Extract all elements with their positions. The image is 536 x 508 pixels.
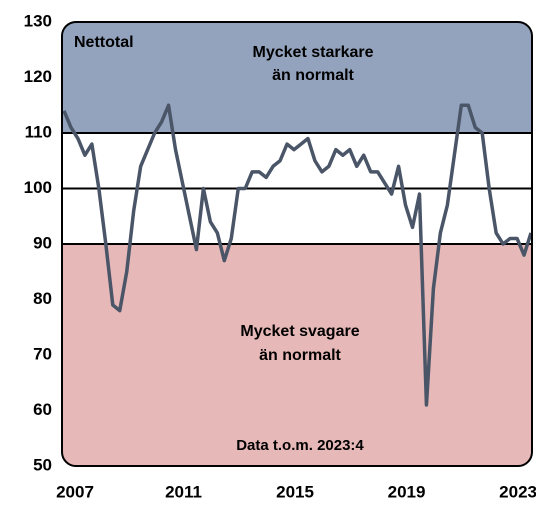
annotation: än normalt [272, 67, 354, 84]
x-tick-label: 2023 [499, 482, 536, 501]
plot-area [62, 22, 532, 466]
annotation: Nettotal [74, 34, 134, 51]
x-tick-label: 2007 [56, 482, 94, 501]
y-tick-label: 50 [33, 455, 52, 474]
y-tick-label: 90 [33, 233, 52, 252]
y-tick-label: 130 [24, 11, 52, 30]
line [62, 103, 532, 407]
plot-border [61, 21, 533, 467]
x-tick-label: 2019 [388, 482, 426, 501]
y-tick-label: 110 [25, 122, 52, 141]
y-tick-label: 80 [33, 289, 52, 308]
annotation: Data t.o.m. 2023:4 [236, 437, 364, 454]
y-tick-label: 70 [33, 344, 52, 363]
band [62, 244, 532, 466]
x-tick-label: 2011 [165, 482, 202, 501]
y-tick-label: 120 [24, 67, 52, 86]
annotation: Mycket svagare [240, 323, 359, 340]
y-tick-label: 60 [33, 400, 52, 419]
y-tick-label: 100 [24, 178, 52, 197]
band [62, 22, 532, 133]
annotation: än normalt [259, 347, 341, 364]
annotation: Mycket starkare [253, 44, 374, 61]
x-tick-label: 2015 [276, 482, 314, 501]
